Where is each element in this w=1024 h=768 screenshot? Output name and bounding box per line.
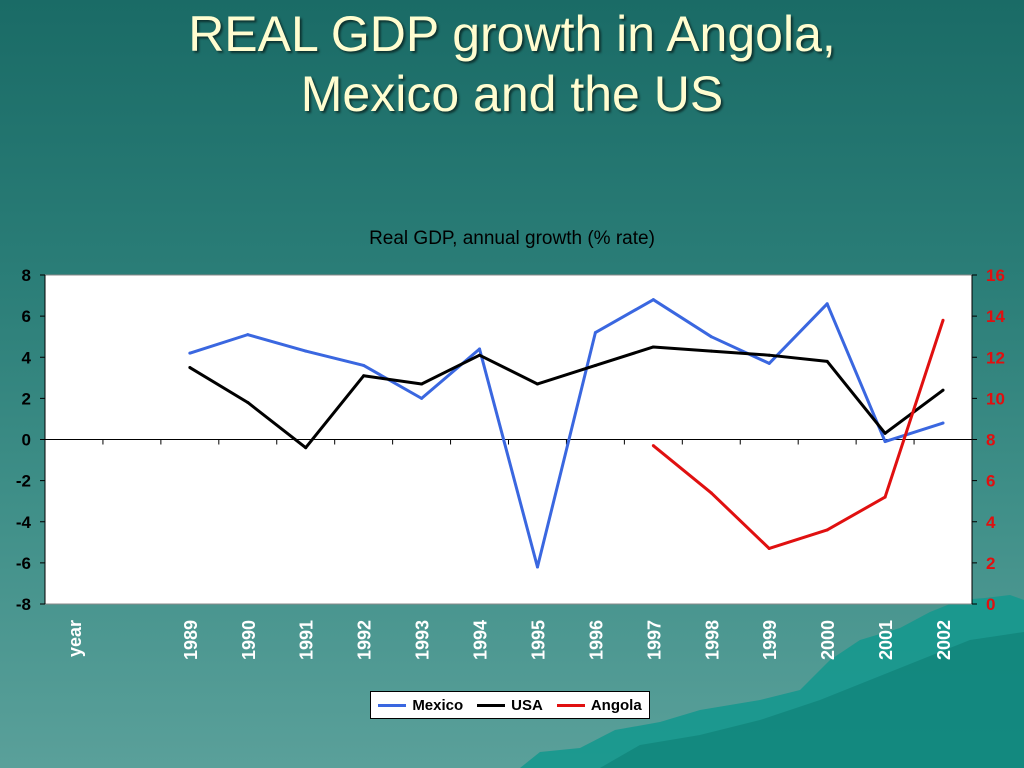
left-axis-tick-label: 4 bbox=[22, 348, 32, 367]
right-axis-tick-label: 8 bbox=[986, 431, 995, 450]
data-point-angola bbox=[651, 444, 655, 448]
data-point-usa bbox=[246, 400, 250, 404]
data-point-mexico bbox=[478, 347, 482, 351]
right-axis-tick-label: 14 bbox=[986, 307, 1005, 326]
data-point-angola bbox=[767, 546, 771, 550]
data-point-usa bbox=[593, 363, 597, 367]
legend-item-usa: USA bbox=[477, 697, 543, 714]
data-point-angola bbox=[825, 528, 829, 532]
data-point-usa bbox=[767, 353, 771, 357]
left-axis-tick-label: 6 bbox=[22, 307, 31, 326]
left-axis-tick-label: -8 bbox=[16, 595, 31, 614]
data-point-usa bbox=[883, 431, 887, 435]
legend-label-angola: Angola bbox=[590, 696, 642, 714]
data-point-mexico bbox=[420, 396, 424, 400]
chart-legend: Mexico USA Angola bbox=[370, 691, 650, 719]
data-point-mexico bbox=[825, 302, 829, 306]
legend-swatch-usa bbox=[477, 703, 506, 707]
left-axis-tick-label: 2 bbox=[22, 389, 31, 408]
legend-item-mexico: Mexico bbox=[378, 697, 463, 714]
legend-label-usa: USA bbox=[511, 696, 543, 714]
legend-swatch-mexico bbox=[378, 703, 407, 707]
data-point-usa bbox=[478, 353, 482, 357]
data-point-mexico bbox=[535, 565, 539, 569]
x-axis-category-label: 1989 bbox=[181, 620, 201, 660]
right-axis-tick-label: 10 bbox=[986, 389, 1005, 408]
data-point-mexico bbox=[941, 421, 945, 425]
chart-title: Real GDP, annual growth (% rate) bbox=[369, 228, 655, 249]
data-point-mexico bbox=[362, 363, 366, 367]
x-axis-category-label: 1998 bbox=[702, 620, 722, 660]
x-axis-label: year bbox=[65, 620, 85, 657]
data-point-usa bbox=[420, 382, 424, 386]
right-axis-tick-label: 6 bbox=[986, 472, 995, 491]
right-axis-tick-label: 2 bbox=[986, 554, 995, 573]
left-axis-tick-label: 0 bbox=[22, 431, 31, 450]
data-point-mexico bbox=[188, 351, 192, 355]
slide-title-line-1: REAL GDP growth in Angola, bbox=[188, 6, 836, 62]
legend-label-mexico: Mexico bbox=[412, 696, 464, 714]
x-axis-category-label: 1995 bbox=[528, 620, 548, 660]
x-axis-category-label: 2002 bbox=[934, 620, 954, 660]
left-axis-tick-label: -4 bbox=[16, 513, 32, 532]
left-axis-tick-label: -2 bbox=[16, 472, 31, 491]
data-point-mexico bbox=[767, 361, 771, 365]
data-point-angola bbox=[941, 318, 945, 322]
data-point-angola bbox=[883, 495, 887, 499]
legend-item-angola: Angola bbox=[556, 696, 642, 714]
series-line-angola bbox=[652, 319, 945, 550]
data-point-usa bbox=[651, 345, 655, 349]
x-axis-category-label: 1992 bbox=[355, 620, 375, 660]
data-point-usa bbox=[362, 374, 366, 378]
slide-title: REAL GDP growth in Angola, Mexico and th… bbox=[0, 4, 1024, 124]
left-axis-tick-label: -6 bbox=[16, 554, 31, 573]
x-axis-category-label: 1993 bbox=[413, 620, 433, 660]
series-line-usa bbox=[189, 345, 944, 450]
legend-swatch-angola bbox=[556, 703, 585, 707]
data-point-usa bbox=[709, 349, 713, 353]
data-point-usa bbox=[535, 382, 539, 386]
data-point-mexico bbox=[709, 335, 713, 339]
x-axis-category-label: 1999 bbox=[760, 620, 780, 660]
x-axis-category-label: 1996 bbox=[586, 620, 606, 660]
data-point-usa bbox=[825, 359, 829, 363]
series-line-mexico bbox=[189, 298, 944, 569]
x-axis-category-label: 1990 bbox=[239, 620, 259, 660]
data-point-usa bbox=[304, 446, 308, 450]
data-point-mexico bbox=[246, 333, 250, 337]
left-axis-tick-label: 8 bbox=[22, 266, 31, 285]
x-axis-category-label: 2000 bbox=[818, 620, 838, 660]
x-axis-category-label: 1997 bbox=[644, 620, 664, 660]
data-point-mexico bbox=[593, 331, 597, 335]
right-axis-tick-label: 0 bbox=[986, 595, 995, 614]
x-axis-category-label: 1994 bbox=[471, 620, 491, 660]
data-point-usa bbox=[941, 388, 945, 392]
data-point-mexico bbox=[304, 349, 308, 353]
data-point-angola bbox=[709, 491, 713, 495]
x-axis-category-label: 2001 bbox=[876, 620, 896, 660]
right-axis-tick-label: 16 bbox=[986, 266, 1005, 285]
data-point-usa bbox=[188, 366, 192, 370]
data-point-mexico bbox=[651, 298, 655, 302]
right-axis-tick-label: 12 bbox=[986, 348, 1005, 367]
slide-title-line-2: Mexico and the US bbox=[300, 66, 724, 122]
x-axis-category-label: 1991 bbox=[297, 620, 317, 660]
right-axis-tick-label: 4 bbox=[986, 513, 996, 532]
data-point-mexico bbox=[883, 440, 887, 444]
